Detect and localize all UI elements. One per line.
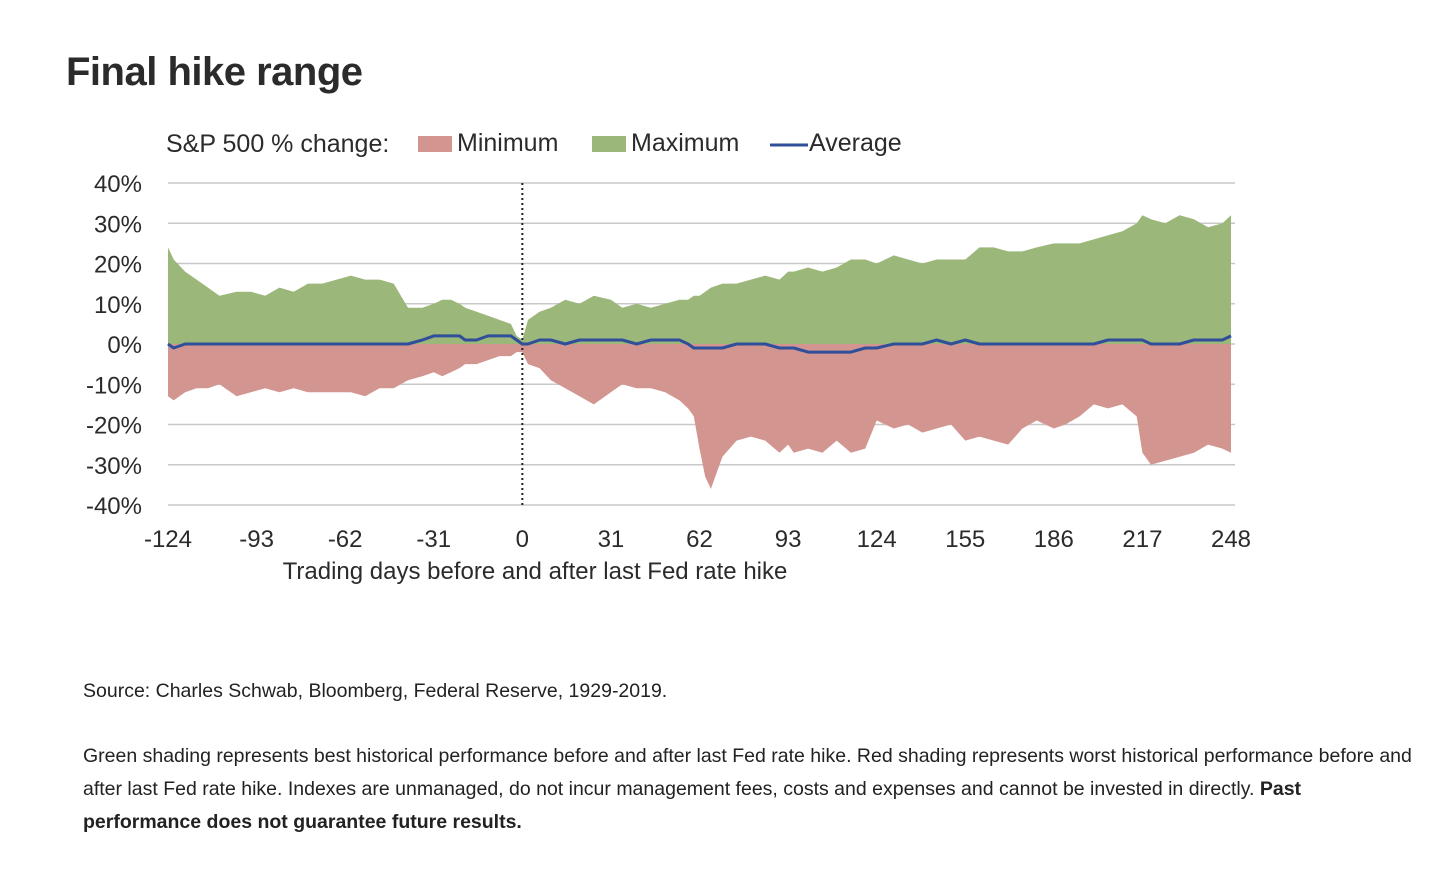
x-axis-ticks: -124 -93 -62 -31 0 31 62 93 124 155 186 217 248 bbox=[144, 526, 1251, 553]
x-tick-label: 186 bbox=[1034, 526, 1074, 553]
chart-areas bbox=[168, 215, 1231, 489]
minimum-area bbox=[168, 344, 1231, 489]
y-tick-label: -30% bbox=[86, 453, 142, 480]
x-tick-label: 217 bbox=[1122, 526, 1162, 553]
x-axis-title: Trading days before and after last Fed r… bbox=[283, 558, 788, 585]
average-line bbox=[167, 334, 1232, 354]
average-line-group bbox=[167, 334, 1232, 354]
y-tick-label: 20% bbox=[94, 252, 142, 279]
disclaimer-text: Green shading represents best historical… bbox=[83, 745, 1412, 800]
legend-minimum-swatch bbox=[418, 136, 452, 152]
legend-prefix: S&P 500 % change: bbox=[166, 130, 389, 158]
x-tick-label: 31 bbox=[598, 526, 625, 553]
x-tick-label: 62 bbox=[686, 526, 713, 553]
y-tick-label: -40% bbox=[86, 493, 142, 520]
legend: S&P 500 % change: Minimum Maximum Averag… bbox=[166, 129, 902, 158]
y-tick-label: 10% bbox=[94, 292, 142, 319]
x-tick-label: 248 bbox=[1211, 526, 1251, 553]
disclaimer: Green shading represents best historical… bbox=[83, 740, 1413, 839]
y-tick-label: -20% bbox=[86, 413, 142, 440]
x-tick-label: 124 bbox=[857, 526, 897, 553]
legend-maximum-label: Maximum bbox=[631, 129, 739, 157]
x-tick-label: -31 bbox=[416, 526, 451, 553]
y-tick-label: 30% bbox=[94, 211, 142, 238]
y-axis-ticks: 40% 30% 20% 10% 0% -10% -20% -30% -40% bbox=[86, 171, 142, 520]
disclaimer-bold: Past performance does not guarantee futu… bbox=[83, 778, 1302, 833]
y-tick-label: 40% bbox=[94, 171, 142, 198]
maximum-area bbox=[168, 215, 1231, 344]
y-tick-label: 0% bbox=[107, 332, 142, 359]
page-title: Final hike range bbox=[66, 50, 363, 94]
chart: 40% 30% 20% 10% 0% -10% -20% -30% -40% -124 -93 -6… bbox=[86, 129, 1251, 585]
x-tick-label: 155 bbox=[945, 526, 985, 553]
x-tick-label: -62 bbox=[328, 526, 363, 553]
legend-maximum-swatch bbox=[592, 136, 626, 152]
source-note: Source: Charles Schwab, Bloomberg, Feder… bbox=[83, 680, 668, 702]
x-tick-label: -93 bbox=[239, 526, 274, 553]
legend-average-label: Average bbox=[809, 129, 902, 157]
y-tick-label: -10% bbox=[86, 372, 142, 399]
legend-minimum-label: Minimum bbox=[457, 129, 558, 157]
x-tick-label: 93 bbox=[775, 526, 802, 553]
x-tick-label: 0 bbox=[516, 526, 529, 553]
x-tick-label: -124 bbox=[144, 526, 192, 553]
